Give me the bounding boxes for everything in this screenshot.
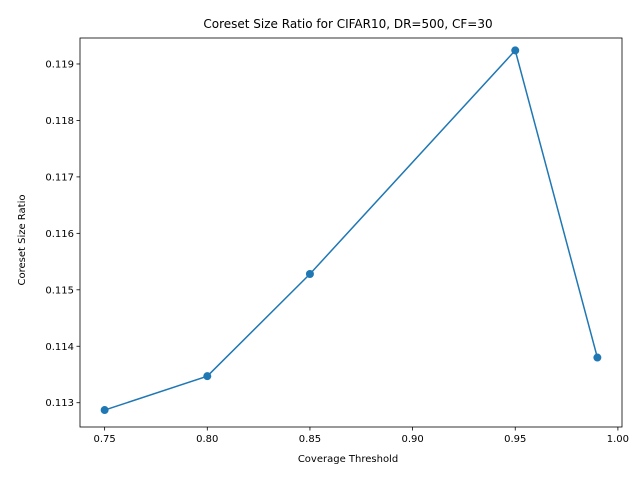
x-axis-label: Coverage Threshold	[298, 454, 398, 465]
data-point	[203, 372, 212, 381]
x-tick-label: 0.80	[196, 434, 218, 445]
x-tick-label: 0.95	[504, 434, 526, 445]
x-tick-label: 0.90	[401, 434, 423, 445]
chart-title: Coreset Size Ratio for CIFAR10, DR=500, …	[203, 17, 492, 31]
x-tick-label: 0.75	[94, 434, 116, 445]
plot-area	[79, 37, 623, 428]
y-tick-label: 0.114	[45, 342, 74, 353]
y-tick-label: 0.115	[45, 285, 74, 296]
y-tick-label: 0.116	[45, 229, 74, 240]
data-point	[511, 46, 520, 55]
y-tick-label: 0.119	[45, 59, 74, 70]
y-tick-label: 0.117	[45, 172, 74, 183]
data-point	[593, 353, 602, 362]
y-axis-label: Coreset Size Ratio	[17, 195, 28, 286]
y-axis: 0.113 0.114 0.115 0.116 0.117 0.118 0.119	[45, 59, 80, 409]
x-tick-label: 1.00	[607, 434, 629, 445]
data-point	[305, 269, 314, 278]
x-axis: 0.75 0.80 0.85 0.90 0.95 1.00	[94, 427, 629, 445]
x-tick-label: 0.85	[299, 434, 321, 445]
y-tick-label: 0.113	[45, 398, 74, 409]
series-layer	[100, 46, 602, 415]
plot-frame	[79, 37, 623, 428]
data-point	[100, 406, 109, 415]
y-tick-label: 0.118	[45, 116, 74, 127]
